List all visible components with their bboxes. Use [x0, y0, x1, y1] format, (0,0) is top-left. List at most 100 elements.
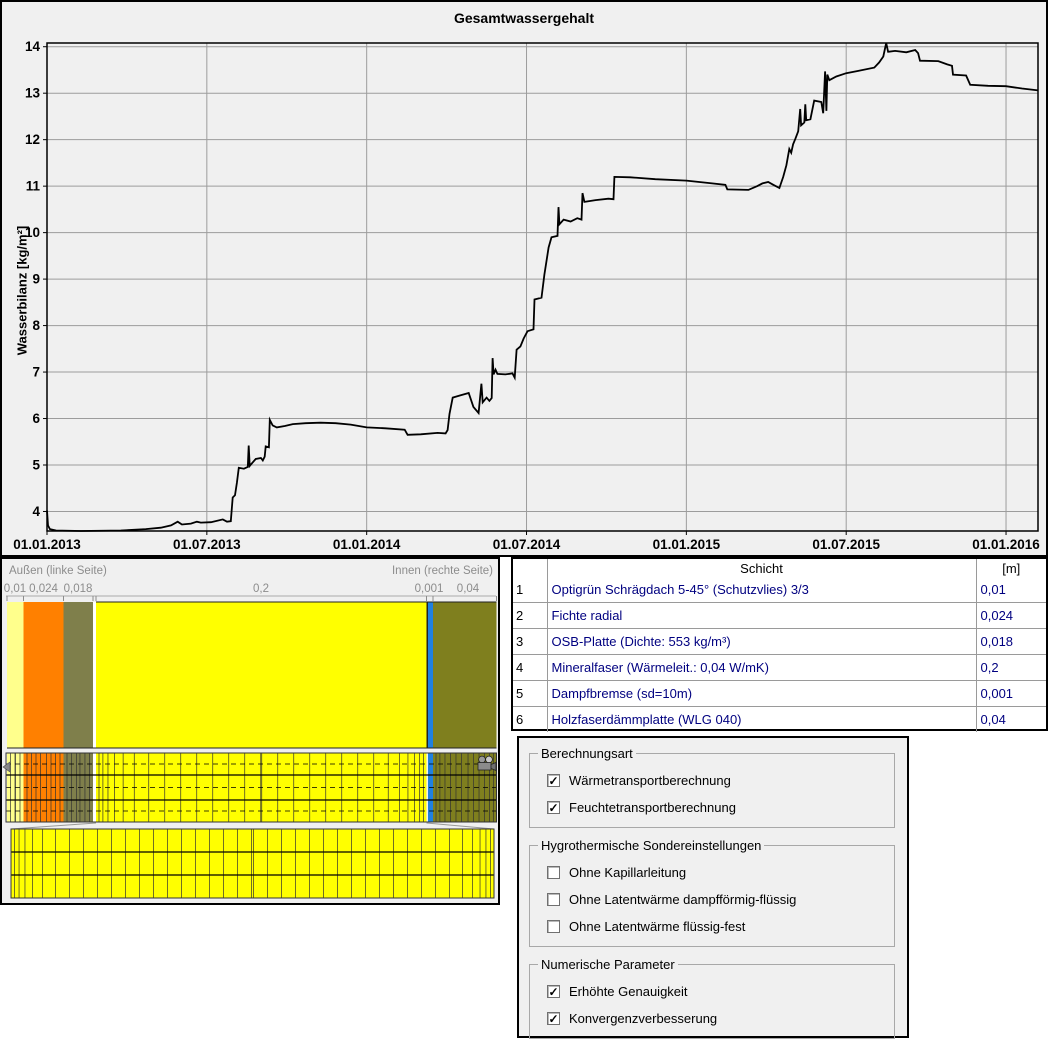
layer-thickness: 0,04 [975, 706, 1046, 732]
option-checkbox[interactable]: ✓ Wärmetransportberechnung [547, 773, 886, 788]
layer-thickness: 0,018 [975, 628, 1046, 655]
y-tick-label: 10 [25, 225, 40, 240]
chart-panel: Gesamtwassergehalt Wasserbilanz [kg/m²] … [0, 0, 1048, 557]
material-layer [23, 602, 64, 748]
checkbox-checked-icon[interactable]: ✓ [547, 1011, 560, 1026]
checkbox-unchecked-icon[interactable] [547, 920, 560, 933]
layer-table-panel: Schicht [m] 1 Optigrün Schrägdach 5-45° (… [511, 557, 1048, 732]
layer-name: OSB-Platte (Dichte: 553 kg/m³) [546, 628, 977, 655]
camera-reel [478, 755, 486, 764]
table-header-row: Schicht [m] [513, 559, 1046, 577]
row-number: 6 [513, 706, 548, 732]
option-checkbox[interactable]: Ohne Latentwärme dampfförmig-flüssig [547, 892, 886, 907]
material-layer [433, 602, 497, 748]
layer-thickness-label: 0,001 [415, 583, 444, 595]
x-tick-label: 01.07.2014 [493, 537, 561, 552]
y-tick-label: 14 [25, 39, 41, 54]
monitor-marker-icon [2, 761, 11, 773]
data-series-line [46, 42, 1039, 532]
film-camera-icon [477, 755, 497, 772]
y-tick-label: 8 [32, 318, 40, 333]
y-tick-label: 4 [32, 504, 40, 519]
x-tick-label: 01.01.2016 [972, 537, 1040, 552]
option-group: Numerische Parameter ✓ Erhöhte Genauigkeit… [529, 957, 895, 1039]
layer-gap [93, 753, 96, 822]
row-number: 3 [513, 628, 548, 655]
chart-frame [46, 42, 1039, 532]
y-tick-label: 11 [26, 179, 41, 194]
x-tick-label: 01.01.2015 [653, 537, 721, 552]
column-header-number [513, 559, 548, 577]
table-row[interactable]: 2 Fichte radial 0,024 [513, 602, 1046, 629]
option-group: Hygrothermische Sondereinstellungen Ohne … [529, 838, 895, 947]
row-number: 2 [513, 602, 548, 629]
option-checkbox-label: Feuchtetransportberechnung [569, 800, 736, 815]
layer-thickness-label: 0,018 [64, 583, 93, 595]
layer-name: Fichte radial [546, 602, 977, 629]
layer-name: Holzfaserdämmplatte (WLG 040) [546, 706, 977, 732]
layer-thickness-label: 0,04 [457, 583, 480, 595]
material-layer [428, 602, 433, 748]
option-checkbox-label: Ohne Kapillarleitung [569, 865, 687, 880]
option-checkbox-label: Wärmetransportberechnung [569, 773, 731, 788]
x-tick-label: 01.07.2013 [173, 537, 241, 552]
y-tick-label: 7 [32, 365, 40, 380]
option-checkbox[interactable]: ✓ Konvergenzverbesserung [547, 1011, 886, 1026]
row-number: 4 [513, 654, 548, 681]
option-group-legend: Numerische Parameter [541, 957, 675, 972]
outside-label: Außen (linke Seite) [9, 565, 107, 577]
checkbox-unchecked-icon[interactable] [547, 893, 560, 906]
x-tick-label: 01.07.2015 [812, 537, 880, 552]
camera-body [477, 762, 492, 771]
table-row[interactable]: 5 Dampfbremse (sd=10m) 0,001 [513, 680, 1046, 707]
table-row[interactable]: 6 Holzfaserdämmplatte (WLG 040) 0,04 [513, 706, 1046, 732]
layer-gap [93, 602, 96, 748]
y-tick-label: 9 [32, 272, 40, 287]
material-layer [96, 602, 427, 748]
y-tick-label: 12 [25, 132, 40, 147]
camera-lens [490, 761, 497, 772]
layer-thickness: 0,001 [975, 680, 1046, 707]
option-group-legend: Berechnungsart [541, 746, 633, 761]
option-checkbox[interactable]: Ohne Kapillarleitung [547, 865, 886, 880]
x-tick-label: 01.01.2013 [13, 537, 81, 552]
material-layer [63, 602, 93, 748]
options-panel: Berechnungsart ✓ Wärmetransportberechnung ✓… [517, 736, 909, 1039]
option-checkbox-label: Konvergenzverbesserung [569, 1011, 718, 1026]
layer-name: Optigrün Schrägdach 5-45° (Schutzvlies) … [546, 577, 977, 603]
checkbox-checked-icon[interactable]: ✓ [547, 984, 560, 999]
option-group: Berechnungsart ✓ Wärmetransportberechnung ✓… [529, 746, 895, 828]
camera-reel [485, 755, 493, 764]
layer-separator [426, 602, 428, 748]
option-checkbox-label: Ohne Latentwärme dampfförmig-flüssig [569, 892, 797, 907]
table-row[interactable]: 4 Mineralfaser (Wärmeleit.: 0,04 W/mK) 0,2 [513, 654, 1046, 681]
checkbox-checked-icon[interactable]: ✓ [547, 800, 560, 815]
option-checkbox[interactable]: ✓ Erhöhte Genauigkeit [547, 984, 886, 999]
layer-thickness: 0,024 [975, 602, 1046, 629]
chart-title: Gesamtwassergehalt [453, 10, 595, 26]
table-row[interactable]: 1 Optigrün Schrägdach 5-45° (Schutzvlies)… [513, 577, 1046, 603]
water-content-chart: 01.01.2013 01.07.2013 01.01.2014 01.07.2014… [13, 39, 1040, 552]
checkbox-unchecked-icon[interactable] [547, 866, 560, 879]
layer-name: Mineralfaser (Wärmeleit.: 0,04 W/mK) [546, 654, 977, 681]
assembly-cross-section: 0,01 0,024 0,018 0,2 0,001 0,04 [2, 583, 497, 899]
zoomed-layer [11, 829, 494, 898]
layer-thickness: 0,01 [975, 577, 1046, 603]
option-group-legend: Hygrothermische Sondereinstellungen [541, 838, 762, 853]
layer-thickness-label: 0,024 [29, 583, 58, 595]
x-tick-label: 01.01.2014 [333, 537, 401, 552]
option-checkbox-label: Ohne Latentwärme flüssig-fest [569, 919, 746, 934]
option-checkbox[interactable]: Ohne Latentwärme flüssig-fest [547, 919, 886, 934]
zoom-connector [426, 822, 495, 830]
y-tick-label: 13 [25, 86, 41, 101]
mesh-band-border [5, 752, 497, 823]
layer-name: Dampfbremse (sd=10m) [546, 680, 977, 707]
option-checkbox-label: Erhöhte Genauigkeit [569, 984, 688, 999]
table-row[interactable]: 3 OSB-Platte (Dichte: 553 kg/m³) 0,018 [513, 628, 1046, 655]
y-tick-label: 5 [32, 458, 40, 473]
column-header-schicht: Schicht [546, 559, 977, 577]
layer-table: Schicht [m] 1 Optigrün Schrägdach 5-45° (… [513, 559, 1046, 732]
option-checkbox[interactable]: ✓ Feuchtetransportberechnung [547, 800, 886, 815]
checkbox-checked-icon[interactable]: ✓ [547, 773, 560, 788]
